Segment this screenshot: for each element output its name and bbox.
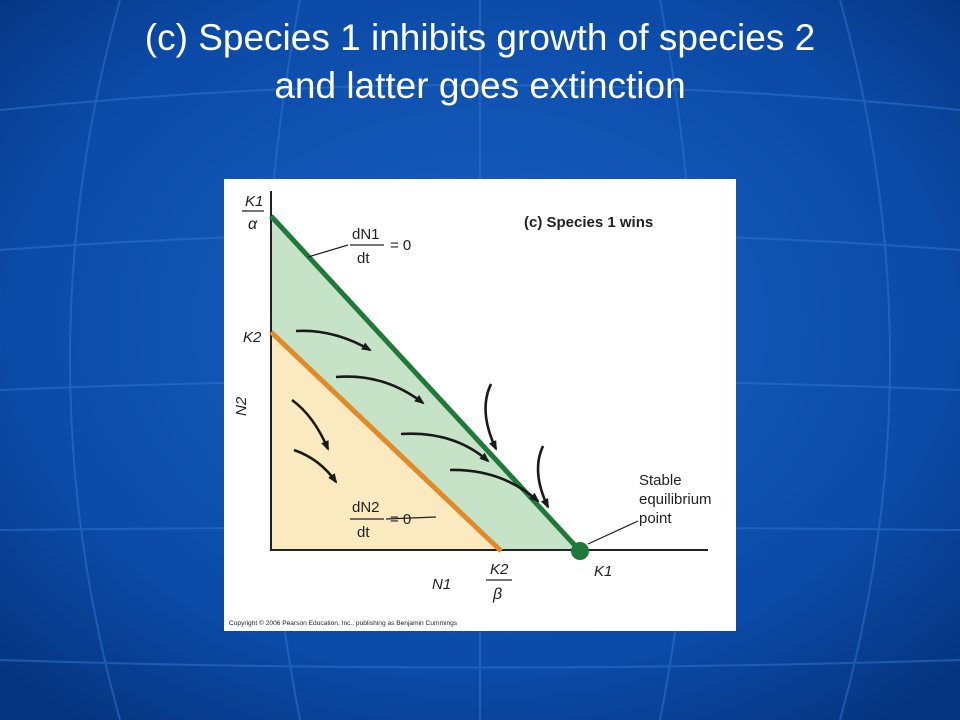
isocline-1-rhs: = 0 (390, 237, 411, 254)
y-tick-k1-numerator: K1 (245, 193, 263, 210)
trajectory-arrow (484, 383, 498, 451)
phase-plane-diagram: (c) Species 1 wins K1 α K2 N2 N1 K2 β K1… (229, 191, 712, 627)
isocline-2-leader-line (385, 516, 437, 520)
isocline-1-denominator: dt (357, 250, 370, 267)
trajectory-arrow (291, 398, 330, 451)
isocline-species-2 (269, 330, 503, 553)
isocline-1-leader-line (307, 244, 349, 258)
y-axis-label: N2 (233, 396, 250, 416)
y-tick-k2: K2 (243, 329, 262, 346)
copyright-notice: Copyright © 2006 Pearson Education, Inc.… (229, 619, 458, 627)
trajectory-arrow (536, 445, 550, 509)
isocline-2-numerator: dN2 (352, 499, 380, 516)
isocline-species-1 (269, 214, 583, 554)
isocline-1-numerator: dN1 (352, 226, 380, 243)
phase-plane-figure: (c) Species 1 wins K1 α K2 N2 N1 K2 β K1… (224, 179, 736, 631)
x-tick-k2-numerator: K2 (490, 561, 509, 578)
x-axis-label: N1 (432, 576, 451, 593)
equilibrium-label-line-2: equilibrium (639, 491, 712, 508)
isocline-2-rhs: = 0 (390, 511, 411, 528)
panel-title: (c) Species 1 wins (524, 214, 653, 231)
trajectory-arrow (295, 329, 372, 352)
trajectory-arrow (293, 448, 338, 484)
trajectory-arrow (449, 468, 540, 503)
y-tick-k1-denominator: α (248, 216, 258, 233)
equilibrium-leader-line (587, 520, 639, 545)
slide-title-line-2: and latter goes extinction (274, 65, 686, 106)
equilibrium-label-line-1: Stable (639, 472, 682, 489)
stable-equilibrium-dot (571, 542, 589, 560)
trajectory-arrow (335, 375, 425, 405)
slide-title: (c) Species 1 inhibits growth of species… (0, 14, 960, 110)
isocline-2-denominator: dt (357, 524, 370, 541)
x-tick-k2-denominator: β (492, 586, 502, 603)
trajectory-arrows (291, 329, 550, 509)
trajectory-arrow (400, 432, 490, 463)
slide-title-line-1: (c) Species 1 inhibits growth of species… (144, 17, 816, 58)
equilibrium-label-line-3: point (639, 510, 672, 527)
x-tick-k1: K1 (594, 563, 612, 580)
